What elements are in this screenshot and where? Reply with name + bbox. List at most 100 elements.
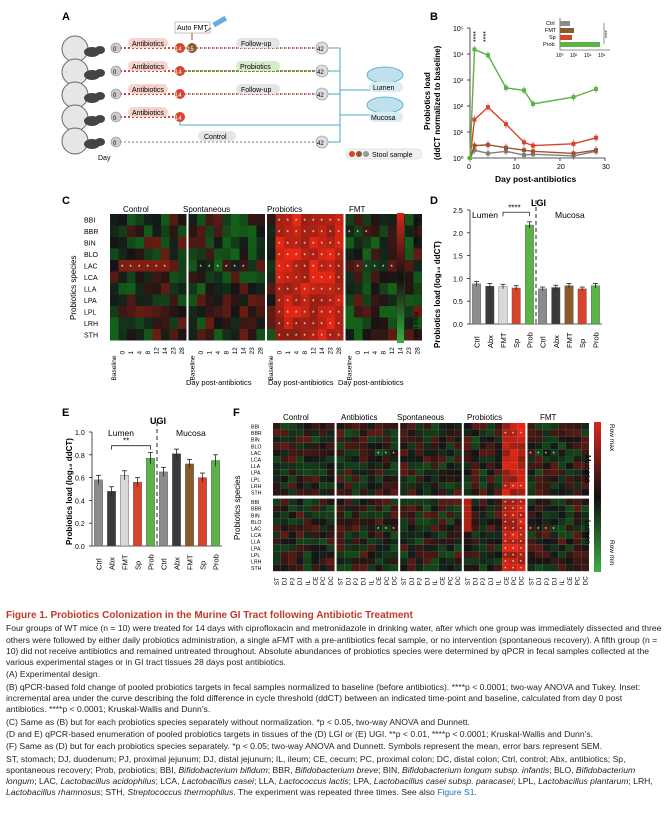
panel-f-cell — [565, 423, 574, 430]
figure-s1-link[interactable]: Figure S1 — [437, 787, 475, 798]
panel-c-cell — [135, 214, 144, 226]
panel-f-cell — [288, 482, 297, 489]
panel-f-cell — [558, 489, 566, 496]
panel-f-cell — [565, 442, 574, 450]
panel-c-cell — [335, 306, 344, 318]
panel-c-cell — [371, 260, 380, 272]
panel-f-cell — [494, 469, 503, 476]
panel-f-cell — [273, 429, 281, 437]
panel-c-cell — [379, 306, 388, 318]
panel-f-cell — [382, 558, 391, 565]
panel-c-cell — [292, 317, 301, 329]
panel-c-cell — [161, 283, 170, 295]
panel-f-cell — [542, 456, 551, 463]
mouse-cage-icon-3 — [61, 81, 105, 109]
panel-c-cell — [256, 294, 265, 306]
panel-f-sig-star: * — [512, 547, 515, 553]
panel-c-sig-star: * — [312, 242, 315, 248]
panel-f-cell — [431, 462, 439, 470]
panel-c-cell — [335, 294, 344, 306]
panel-c-sig-star: * — [329, 311, 332, 317]
panel-c-sig-star: * — [329, 288, 332, 294]
panel-f-cell — [510, 449, 518, 456]
panel-f-cell — [527, 489, 536, 496]
panel-b-point — [522, 140, 526, 145]
panel-f-tissue-label: ST — [528, 577, 535, 585]
panel-f-cell — [319, 505, 327, 512]
panel-c-cell — [248, 214, 257, 226]
panel-f-cell — [288, 469, 297, 476]
panel-f-cell — [535, 525, 543, 532]
panel-f-cell — [438, 429, 447, 437]
panel-c-cell — [239, 317, 248, 329]
panel-c-cell — [248, 317, 257, 329]
panel-f-cell — [479, 436, 487, 443]
panel-f-tissue-label: DC — [392, 576, 399, 585]
panel-f-cell — [454, 498, 462, 506]
panel-c-sig-star: * — [287, 300, 290, 306]
panel-f-cell — [431, 498, 439, 506]
panel-f-tissue-label: PJ — [289, 578, 296, 585]
panel-c-cell — [379, 294, 388, 306]
panel-c-cell — [248, 248, 257, 260]
panel-f-cell — [454, 423, 462, 430]
panel-c-cell — [275, 214, 284, 226]
panel-f-cell — [510, 462, 518, 470]
panel-c-cell — [127, 248, 136, 260]
panel-c-cell — [362, 317, 371, 329]
panel-f-cell — [454, 429, 462, 437]
bar-category-label: Prob — [591, 332, 600, 348]
panel-c-cell — [405, 283, 414, 295]
panel-f-cell — [558, 525, 566, 532]
panel-b-xlabel: Day post-antibiotics — [495, 174, 577, 184]
panel-f-tissue-label: DC — [519, 576, 526, 585]
panel-c-sig-star: * — [278, 231, 281, 237]
panel-c-sig-star: * — [329, 300, 332, 306]
panel-f-species-label: LPL — [251, 553, 260, 559]
bar-sp — [198, 477, 207, 547]
panel-c-cell — [231, 294, 240, 306]
panel-f-cell — [423, 505, 431, 512]
panel-f-cell — [359, 462, 368, 470]
panel-c-cell — [188, 225, 197, 237]
panel-c-sig-star: * — [147, 265, 150, 271]
panel-f-cell — [336, 442, 345, 450]
panel-f-cell — [344, 429, 352, 437]
panel-c-sig-star: * — [295, 311, 298, 317]
bar-category-label: Ctrl — [539, 336, 548, 348]
panel-f-sig-star: * — [520, 567, 523, 573]
panel-c-cell — [318, 225, 327, 237]
panel-c-cell — [161, 271, 170, 283]
panel-c-cell — [405, 225, 414, 237]
panel-c-cell — [197, 237, 206, 249]
timeline-row-1: 0 14 15 42 Antibiotics Follow-up — [110, 38, 329, 55]
panel-f-cell — [558, 442, 566, 450]
panel-f-cell — [565, 462, 574, 470]
panel-f-cell — [296, 423, 304, 430]
panel-c-cell — [222, 260, 231, 272]
auto-fmt-label: Auto FMT — [177, 25, 208, 32]
panel-f-cell — [296, 482, 304, 489]
panel-f-cell — [400, 544, 408, 552]
panel-c-cell — [354, 225, 363, 237]
panel-c-cell — [222, 317, 231, 329]
bar-category-label: FMT — [186, 554, 195, 570]
panel-f-cell — [280, 538, 289, 545]
timeline-row-4: 0 14 Antibiotics — [110, 107, 185, 123]
panel-c-cell — [354, 329, 363, 341]
panel-c-cell — [284, 260, 293, 272]
panel-c-cell — [326, 225, 335, 237]
panel-f-cell — [400, 489, 408, 496]
panel-f-cell — [550, 538, 559, 545]
panel-b-xtick-label: 30 — [602, 164, 610, 171]
panel-c-sig-star: * — [321, 334, 324, 340]
panel-f-cell — [517, 564, 526, 572]
panel-c-baseline-label: Baseline — [111, 355, 118, 380]
panel-f-tissue-label: IL — [559, 579, 566, 585]
panel-f-cell — [296, 525, 304, 532]
panel-c-sig-star: * — [329, 277, 332, 283]
panel-c-cell — [345, 271, 354, 283]
panel-c-sig-star: * — [278, 254, 281, 260]
panel-f-cell — [288, 518, 297, 525]
panel-c-ylabel: Probiotics species — [69, 256, 78, 320]
